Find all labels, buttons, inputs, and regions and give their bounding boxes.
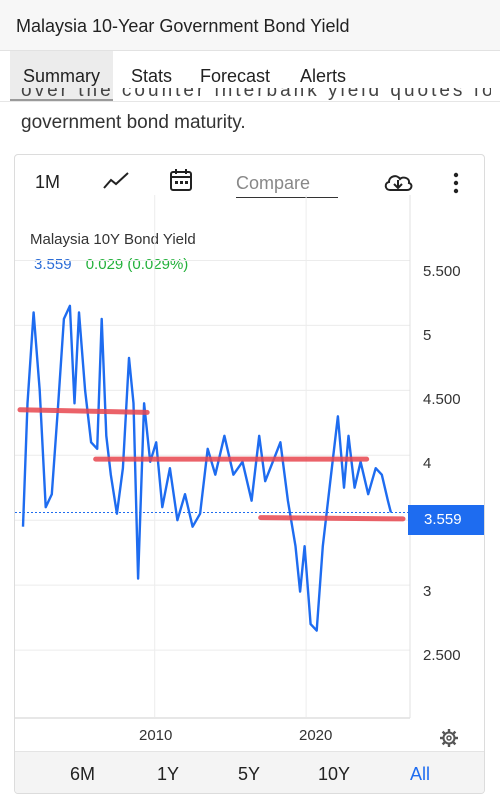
page-title: Malaysia 10-Year Government Bond Yield xyxy=(16,16,350,36)
description-partial-line: over the counter interbank yield quotes … xyxy=(21,88,491,101)
y-tick-label: 5.500 xyxy=(423,263,461,280)
range-all[interactable]: All xyxy=(410,752,430,793)
compare-input[interactable]: Compare xyxy=(236,169,338,198)
last-price-label: 3.559 xyxy=(408,505,484,535)
tab-bar: Summary Stats Forecast Alerts xyxy=(0,51,500,102)
chart-series xyxy=(15,304,410,632)
series-line xyxy=(21,304,393,632)
annotation-line xyxy=(258,515,406,522)
tab-alerts[interactable]: Alerts xyxy=(300,66,347,86)
range-5y[interactable]: 5Y xyxy=(238,764,261,784)
description: over the counter interbank yield quotes … xyxy=(21,88,491,138)
tab-summary[interactable]: Summary xyxy=(10,51,114,101)
calendar-icon[interactable] xyxy=(169,168,193,192)
tab-forecast[interactable]: Forecast xyxy=(200,66,271,86)
period-selector[interactable]: 1M xyxy=(35,172,61,192)
range-10y[interactable]: 10Y xyxy=(318,764,351,784)
chart-annotations xyxy=(17,407,406,522)
x-tick-label: 2010 xyxy=(139,727,173,744)
settings-gear-icon[interactable] xyxy=(439,728,459,748)
tab-stats[interactable]: Stats xyxy=(131,66,173,86)
y-tick-label: 2.500 xyxy=(423,647,461,664)
y-tick-label: 4.500 xyxy=(423,391,461,408)
x-tick-label: 2020 xyxy=(299,727,333,744)
annotation-line xyxy=(17,407,150,415)
description-line: government bond maturity. xyxy=(21,112,246,133)
download-cloud-icon[interactable] xyxy=(383,171,413,193)
y-tick-label: 5 xyxy=(423,327,432,344)
range-1y[interactable]: 1Y xyxy=(157,764,180,784)
more-vert-icon[interactable] xyxy=(452,171,460,195)
chart-card: 1M Compare Malaysia 10Y Bond Yield 3.559… xyxy=(14,154,485,794)
line-chart-icon[interactable] xyxy=(103,170,129,192)
chart-plot[interactable] xyxy=(15,155,484,751)
y-tick-label: 4 xyxy=(423,455,432,472)
range-6m[interactable]: 6M xyxy=(70,764,96,784)
y-tick-label: 3 xyxy=(423,583,432,600)
app-title-bar: Malaysia 10-Year Government Bond Yield xyxy=(0,0,500,51)
range-selector: 6M 1Y 5Y 10Y All xyxy=(15,751,484,793)
